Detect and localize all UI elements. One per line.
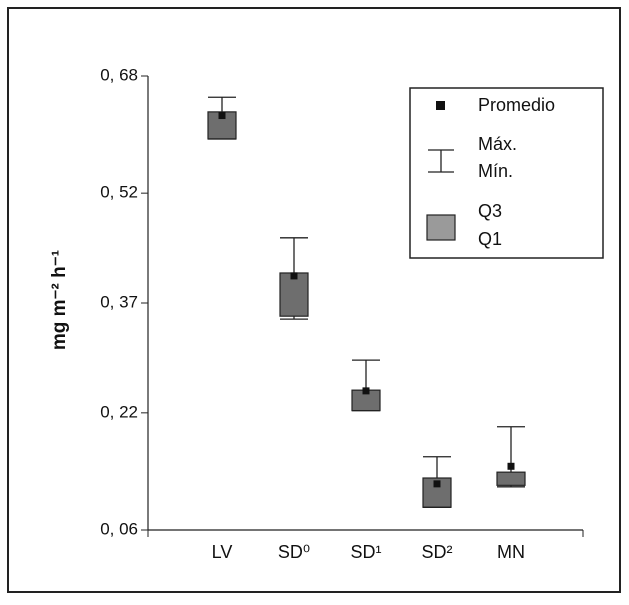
mean-marker — [218, 112, 226, 120]
frame — [7, 7, 621, 593]
y-tick-label: 0, 22 — [100, 402, 138, 421]
y-axis-label: mg m⁻² h⁻¹ — [49, 250, 70, 350]
x-tick-label: SD¹ — [351, 542, 382, 562]
y-tick-label: 0, 68 — [100, 65, 138, 84]
y-tick-label: 0, 37 — [100, 292, 138, 311]
legend-q1: Q1 — [478, 229, 502, 249]
legend-whisker-icon — [428, 149, 454, 173]
x-tick-label: LV — [212, 542, 233, 562]
x-tick-label: SD⁰ — [278, 542, 310, 562]
box — [496, 471, 526, 486]
y-tick-label: 0, 52 — [100, 183, 138, 202]
legend-box-icon — [426, 214, 456, 241]
x-tick-label: MN — [497, 542, 525, 562]
legend-min: Mín. — [478, 161, 513, 181]
mean-marker — [507, 462, 515, 470]
mean-marker — [290, 272, 298, 280]
y-tick-label: 0, 06 — [100, 519, 138, 538]
legend-mean-icon — [436, 101, 445, 110]
legend: Promedio Máx. Mín. Q3 Q1 — [409, 87, 604, 259]
mean-marker — [362, 387, 370, 395]
box — [279, 272, 309, 317]
mean-marker — [433, 480, 441, 488]
x-tick-label: SD² — [422, 542, 453, 562]
legend-max: Máx. — [478, 134, 517, 154]
legend-q3: Q3 — [478, 201, 502, 221]
legend-mean: Promedio — [478, 95, 555, 115]
